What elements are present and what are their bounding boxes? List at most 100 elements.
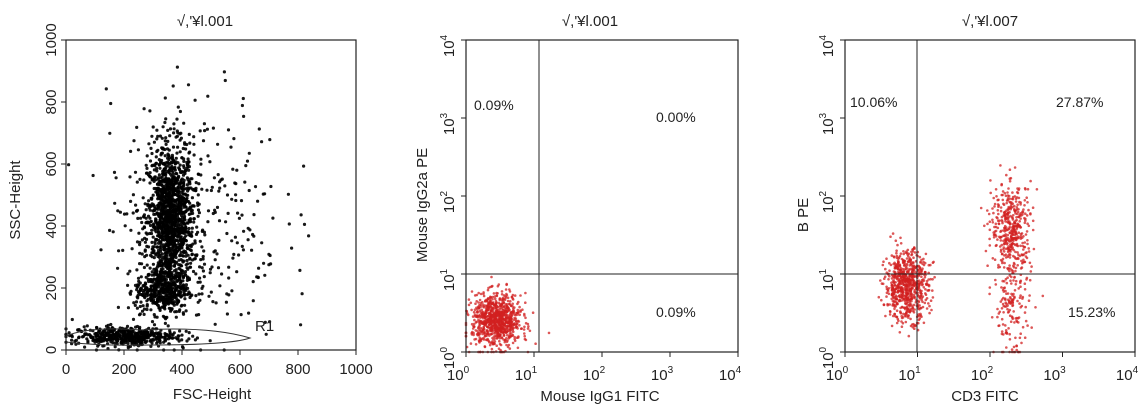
data-point: [998, 235, 1001, 239]
data-point: [919, 289, 922, 293]
data-point: [116, 305, 120, 309]
data-point: [484, 311, 487, 315]
data-point: [905, 257, 909, 260]
data-point: [136, 148, 140, 152]
data-point: [174, 255, 178, 260]
data-point: [1017, 287, 1020, 290]
data-point: [148, 287, 152, 292]
data-point: [149, 146, 153, 150]
data-point: [930, 308, 933, 312]
data-point: [1001, 220, 1004, 223]
data-point: [157, 222, 161, 226]
data-point: [153, 315, 157, 319]
data-point: [153, 334, 157, 338]
data-point: [159, 187, 163, 191]
data-point: [893, 284, 897, 287]
data-point: [1014, 236, 1017, 240]
data-point: [174, 310, 179, 314]
data-point: [165, 333, 169, 338]
data-point: [183, 303, 187, 307]
data-point: [505, 304, 508, 308]
data-point: [140, 309, 145, 313]
data-point: [469, 342, 473, 345]
data-point: [171, 186, 175, 190]
data-point: [176, 249, 180, 253]
data-point: [911, 277, 915, 281]
data-point: [132, 301, 136, 305]
data-point: [148, 109, 152, 113]
data-point: [496, 314, 500, 317]
data-point: [882, 260, 885, 264]
data-point: [229, 145, 233, 149]
data-point: [1005, 173, 1008, 177]
data-point: [178, 281, 182, 285]
data-point: [512, 326, 515, 330]
data-point: [511, 302, 514, 306]
data-point: [1015, 244, 1019, 247]
data-point: [501, 320, 505, 324]
data-point: [1016, 317, 1020, 320]
data-point: [242, 114, 246, 118]
data-point: [184, 197, 188, 201]
data-point: [1024, 233, 1028, 236]
data-point: [908, 303, 911, 307]
data-point: [488, 326, 492, 330]
data-point: [118, 334, 122, 339]
data-point: [503, 305, 506, 308]
data-point: [923, 276, 927, 279]
data-point: [248, 228, 252, 232]
data-point: [928, 311, 931, 315]
data-point: [174, 156, 178, 160]
panel-2-title: √,'¥l.001: [562, 13, 618, 30]
data-point: [170, 283, 174, 287]
y-tick-label: 101: [439, 268, 458, 291]
data-point: [910, 252, 914, 256]
data-point: [183, 293, 187, 297]
data-point: [483, 345, 487, 348]
data-point: [152, 168, 156, 172]
data-point: [504, 295, 507, 298]
data-point: [1023, 245, 1027, 249]
data-point: [500, 326, 504, 329]
data-point: [493, 332, 496, 335]
data-point: [173, 204, 177, 208]
data-point: [257, 266, 261, 270]
data-point: [1010, 245, 1013, 248]
data-point: [298, 268, 302, 272]
data-point: [188, 150, 192, 154]
data-point: [123, 224, 127, 228]
data-point: [165, 187, 170, 191]
data-point: [998, 265, 1002, 269]
data-point: [898, 331, 902, 334]
data-point: [230, 239, 234, 243]
data-point: [486, 288, 490, 292]
data-point: [192, 135, 196, 139]
data-point: [908, 258, 911, 262]
data-point: [171, 276, 176, 280]
data-point: [929, 277, 932, 281]
data-point: [994, 222, 998, 226]
data-point: [129, 339, 133, 343]
data-point: [480, 308, 484, 312]
panel-scatter-cd3-b: √,'¥l.007 10.06% 27.87% 15.23% 100 101 102…: [795, 13, 1139, 405]
data-point: [490, 328, 494, 332]
data-point: [161, 178, 166, 182]
data-point: [1021, 241, 1024, 245]
data-point: [165, 147, 170, 151]
data-point: [190, 293, 194, 297]
data-point: [85, 324, 89, 328]
data-point: [151, 245, 155, 249]
data-point: [213, 258, 217, 262]
data-point: [166, 139, 170, 143]
data-point: [135, 240, 140, 244]
data-point: [188, 201, 192, 205]
data-point: [170, 219, 174, 223]
data-point: [908, 282, 912, 285]
data-point: [159, 242, 163, 246]
data-point: [240, 244, 244, 248]
data-point: [881, 263, 885, 267]
data-point: [165, 254, 169, 258]
x-tick-label: 104: [719, 365, 742, 384]
data-point: [898, 254, 902, 258]
